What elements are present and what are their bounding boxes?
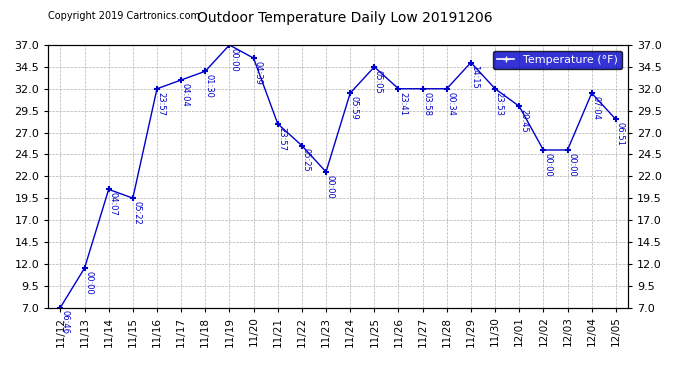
Text: 03:58: 03:58 (422, 92, 431, 116)
Text: 07:04: 07:04 (591, 96, 600, 120)
Text: 00:34: 00:34 (446, 92, 455, 116)
Text: 00:00: 00:00 (326, 175, 335, 198)
Text: Outdoor Temperature Daily Low 20191206: Outdoor Temperature Daily Low 20191206 (197, 11, 493, 25)
Text: Copyright 2019 Cartronics.com: Copyright 2019 Cartronics.com (48, 11, 200, 21)
Legend: Temperature (°F): Temperature (°F) (493, 51, 622, 69)
Text: 23:53: 23:53 (495, 92, 504, 116)
Text: 04:04: 04:04 (181, 83, 190, 106)
Text: 01:30: 01:30 (205, 74, 214, 98)
Text: 23:41: 23:41 (398, 92, 407, 116)
Text: 05:59: 05:59 (350, 96, 359, 120)
Text: 06:51: 06:51 (615, 122, 624, 146)
Text: 20:45: 20:45 (519, 109, 528, 133)
Text: 06:46: 06:46 (60, 310, 69, 334)
Text: 00:00: 00:00 (543, 153, 552, 177)
Text: 04:39: 04:39 (253, 61, 262, 85)
Text: 05:25: 05:25 (302, 148, 310, 172)
Text: 00:00: 00:00 (229, 48, 238, 72)
Text: 00:00: 00:00 (567, 153, 576, 177)
Text: 04:07: 04:07 (108, 192, 117, 216)
Text: 23:57: 23:57 (157, 92, 166, 116)
Text: 00:00: 00:00 (84, 271, 93, 295)
Text: 05:22: 05:22 (132, 201, 141, 225)
Text: 14:15: 14:15 (471, 65, 480, 89)
Text: 23:57: 23:57 (277, 126, 286, 150)
Text: 05:05: 05:05 (374, 70, 383, 93)
